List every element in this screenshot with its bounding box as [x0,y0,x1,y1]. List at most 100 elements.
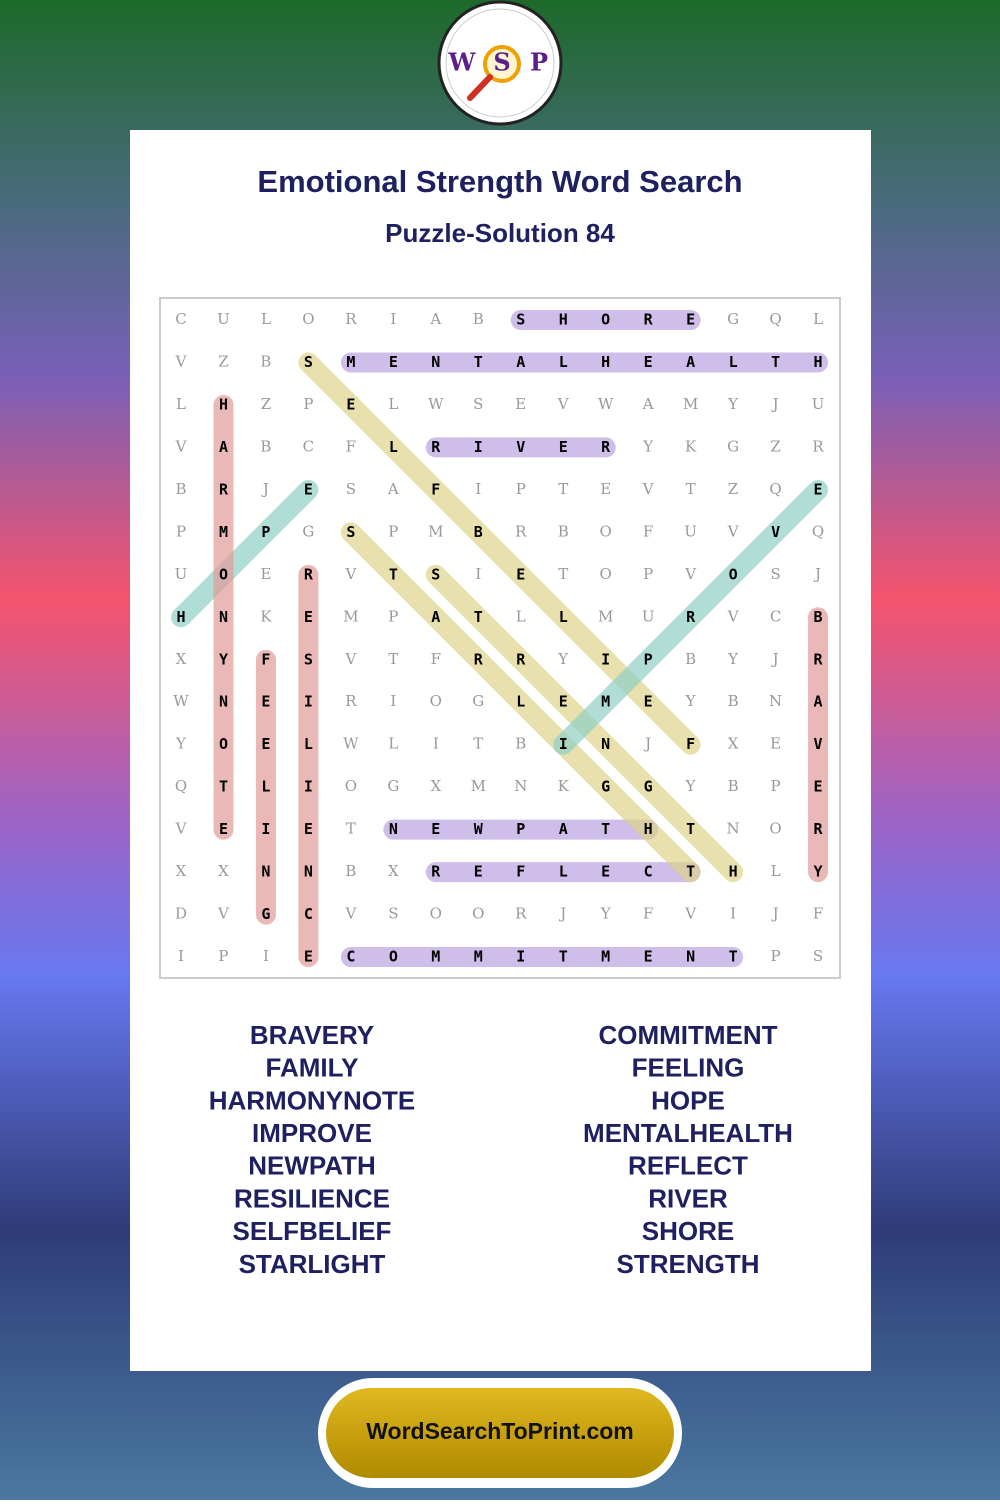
grid-letter: O [769,820,781,838]
grid-letter: V [217,905,230,923]
word: FAMILY [266,1053,359,1083]
grid-letter: V [814,735,823,753]
grid-letter: Q [769,310,781,328]
grid-letter: S [813,947,823,965]
grid-letter: V [344,905,357,923]
word: REFLECT [628,1151,748,1181]
grid-letter: B [728,777,739,795]
grid-letter: U [642,607,655,625]
grid-letter: M [598,607,613,625]
grid-letter: Y [727,650,739,668]
grid-letter: V [175,437,188,455]
grid-letter: E [474,863,483,881]
grid-letter: R [814,820,824,838]
grid-letter: I [304,778,313,796]
grid-letter: I [559,735,568,753]
grid-letter: V [642,480,655,498]
grid-letter: F [516,863,525,881]
grid-letter: S [770,565,780,583]
grid-letter: V [175,352,188,370]
grid-letter: E [515,395,526,413]
grid-letter: G [261,905,270,923]
grid-letter: W [428,395,444,413]
grid-letter: B [558,522,569,540]
grid-letter: M [471,777,486,795]
grid-letter: E [260,565,271,583]
grid-letter: E [261,693,270,711]
grid-letter: T [219,778,228,796]
grid-letter: V [727,607,740,625]
grid-letter: P [388,522,398,540]
grid-letter: B [260,352,271,370]
grid-letter: H [814,353,823,371]
grid-letter: U [684,522,697,540]
grid-letter: L [516,693,525,711]
grid-letter: I [433,735,439,753]
word: RESILIENCE [234,1183,390,1213]
grid-letter: X [430,777,441,795]
grid-letter: P [516,820,525,838]
grid-letter: I [390,692,396,710]
highlight [171,479,319,628]
grid-letter: O [600,522,612,540]
grid-letter: K [260,607,272,625]
grid-letter: H [644,820,653,838]
grid-letter: A [429,310,441,328]
grid-letter: W [474,820,484,838]
grid-letter: N [727,820,740,838]
word: STARLIGHT [239,1249,386,1279]
grid-letter: Y [219,650,228,668]
grid-letter: L [261,778,270,796]
grid-letter: U [812,395,825,413]
grid-letter: B [515,735,526,753]
word: COMMITMENT [598,1020,777,1050]
grid-letter: R [431,863,441,881]
grid-letter: P [388,607,398,625]
grid-letter: I [475,565,481,583]
grid-letter: S [346,480,356,498]
grid-letter: T [388,650,398,668]
grid-letter: R [644,311,654,329]
footer-button[interactable] [326,1388,674,1478]
grid-letter: M [683,395,698,413]
word: BRAVERY [250,1020,374,1050]
grid-letter: S [304,353,313,371]
grid-letter: V [344,650,357,668]
grid-letter: P [644,650,653,668]
grid-letter: B [728,692,739,710]
grid-letter: Y [600,905,612,923]
grid-letter: A [642,395,654,413]
grid-letter: E [304,480,313,498]
grid-letter: Q [812,522,824,540]
grid-letter: G [644,778,653,796]
grid-letter: X [176,862,187,880]
grid-letter: O [430,905,442,923]
grid-letter: Y [685,777,697,795]
grid-letter: L [559,608,568,626]
subtitle: Puzzle-Solution 84 [385,218,615,248]
grid-letter: M [474,948,483,966]
grid-letter: R [686,608,696,626]
grid-letter: R [812,437,824,455]
grid-letter: P [303,395,313,413]
grid-letter: N [514,777,527,795]
grid-letter: A [559,820,568,838]
grid-letter: T [686,820,695,838]
grid-letter: A [516,353,525,371]
word: SHORE [642,1216,734,1246]
grid-letter: A [431,608,440,626]
grid-letter: B [260,437,271,455]
grid-letter: E [516,565,525,583]
grid-letter: V [684,565,697,583]
grid-letter: L [771,862,781,880]
grid-letter: R [601,438,611,456]
grid-letter: P [771,947,781,965]
grid-letter: B [345,862,356,880]
grid-letter: M [428,522,443,540]
grid-letter: I [178,947,184,965]
grid-letter: G [601,778,610,796]
grid-letter: H [176,608,185,626]
grid-letter: H [729,863,738,881]
grid-letter: T [558,565,568,583]
grid-letter: E [814,480,823,498]
